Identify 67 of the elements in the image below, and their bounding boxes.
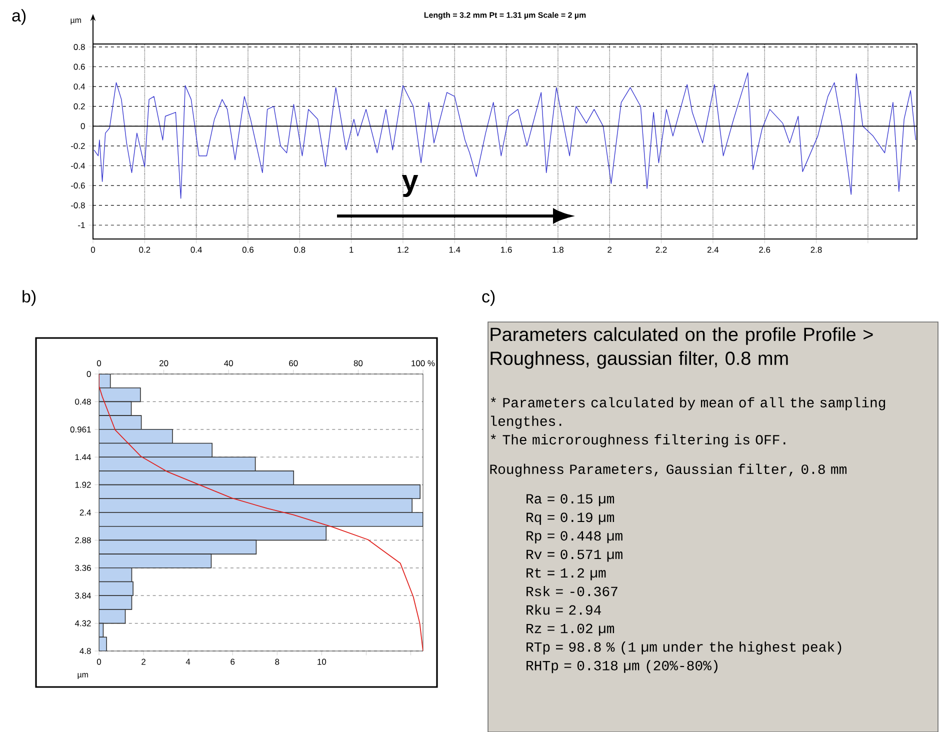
line-series xyxy=(94,72,916,199)
x-tick-label: 8 xyxy=(275,658,280,665)
text: * The microroughness filtering is OFF. xyxy=(490,434,786,448)
text: Rq = 0.19 µm xyxy=(526,512,614,525)
y-tick-label: -0.4 xyxy=(71,162,85,169)
y-tick-label: 4.32 xyxy=(74,620,91,626)
y-tick-label: 0.961 xyxy=(70,426,91,432)
text: Rku = 2.94 xyxy=(526,604,602,615)
text: Rv = 0.571 µm xyxy=(526,550,622,562)
x-tick-label: 4 xyxy=(186,658,190,665)
x-tick-label: 0 xyxy=(96,658,102,665)
y-tick-label: -1 xyxy=(78,222,85,228)
text: Rsk = -0.367 xyxy=(526,586,618,596)
x-tick-label: 1.8 xyxy=(552,246,564,253)
text: RTp = 98.8 % (1 µm under the highest peak) xyxy=(526,642,842,655)
x-tick-label: 1.6 xyxy=(501,246,512,253)
y-tick-label: 0 xyxy=(80,123,85,130)
text: a) xyxy=(12,9,26,25)
x-tick-label: 2 xyxy=(142,658,146,665)
text: Parameters calculated on the profile Profile > Roughness, gaussian filter, 0.8 mm xyxy=(490,327,873,369)
x-tick-label: 0 xyxy=(90,246,96,253)
y-tick-label: 0.48 xyxy=(75,398,91,405)
annotation: y xyxy=(402,174,418,197)
x-tick-label: 2.8 xyxy=(810,246,822,253)
x-tick-label: 2.2 xyxy=(656,246,667,253)
y-tick-label: 3.84 xyxy=(75,592,91,599)
y-tick-label: 0.8 xyxy=(74,44,85,50)
x-tick-label: 1.2 xyxy=(398,246,408,253)
x-tick-label: 2.6 xyxy=(759,246,770,253)
text: Rt = 1.2 µm xyxy=(526,568,606,580)
y-tick-label: -0.8 xyxy=(71,202,85,208)
y-tick-label: 0.4 xyxy=(74,84,85,90)
x2-tick-label: 60 xyxy=(289,360,298,366)
text: Ra = 0.15 µm xyxy=(526,494,614,506)
y-tick-label: 4.8 xyxy=(80,648,91,654)
y-tick-label: -0.6 xyxy=(71,182,85,189)
x2-tick-label: 20 xyxy=(160,360,168,366)
x-tick-label: 0.4 xyxy=(190,246,202,253)
text: RHTp = 0.318 µm (20%-80%) xyxy=(526,660,718,674)
x2-tick-label: 40 xyxy=(224,360,233,366)
text: Roughness Parameters, Gaussian filter, 0.8 mm xyxy=(490,464,846,477)
x2-tick-label: 80 xyxy=(354,360,363,366)
x-tick-label: 2 xyxy=(608,246,612,253)
x-tick-label: 0.2 xyxy=(139,246,150,253)
text: * Parameters calculated by mean of all the sampling lengthes. xyxy=(490,397,886,429)
y-tick-label: 3.36 xyxy=(75,564,91,571)
x-tick-label: 1.4 xyxy=(449,246,460,253)
y-tick-label: 1.44 xyxy=(75,454,91,460)
y-tick-label: 0 xyxy=(86,371,91,377)
x-tick-label: 2.4 xyxy=(707,246,719,253)
x-tick-label: 6 xyxy=(230,658,235,665)
x-tick-label: 0.6 xyxy=(242,246,254,253)
x-tick-label: 10 xyxy=(318,658,326,665)
x2-tick-label: 0 xyxy=(96,360,102,366)
y-tick-label: 0.6 xyxy=(74,64,85,70)
y-tick-label: 2.88 xyxy=(75,537,91,544)
x-tick-label: 0.8 xyxy=(294,246,306,253)
x2-tick-label: 100 % xyxy=(412,360,435,366)
y-tick-label: 1.92 xyxy=(75,482,91,488)
text: b) xyxy=(22,290,36,306)
text: Rz = 1.02 µm xyxy=(526,624,614,636)
text: c) xyxy=(482,290,495,306)
y-tick-label: -0.2 xyxy=(71,142,85,149)
text: Rp = 0.448 µm xyxy=(526,531,622,544)
x-tick-label: 1 xyxy=(350,246,354,253)
y-tick-label: 2.4 xyxy=(80,510,91,516)
y-tick-label: 0.2 xyxy=(74,103,85,110)
